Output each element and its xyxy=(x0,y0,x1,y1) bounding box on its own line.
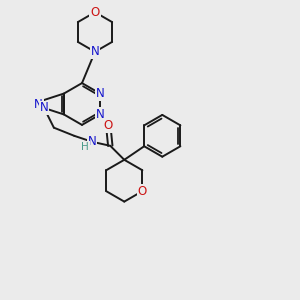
Text: O: O xyxy=(90,6,100,19)
Text: N: N xyxy=(88,135,96,148)
Text: N: N xyxy=(96,108,104,121)
Text: O: O xyxy=(138,185,147,198)
Text: N: N xyxy=(96,87,104,100)
Text: N: N xyxy=(34,98,43,110)
Text: N: N xyxy=(40,101,48,115)
Text: N: N xyxy=(91,45,99,58)
Text: H: H xyxy=(81,142,89,152)
Text: O: O xyxy=(104,119,113,132)
